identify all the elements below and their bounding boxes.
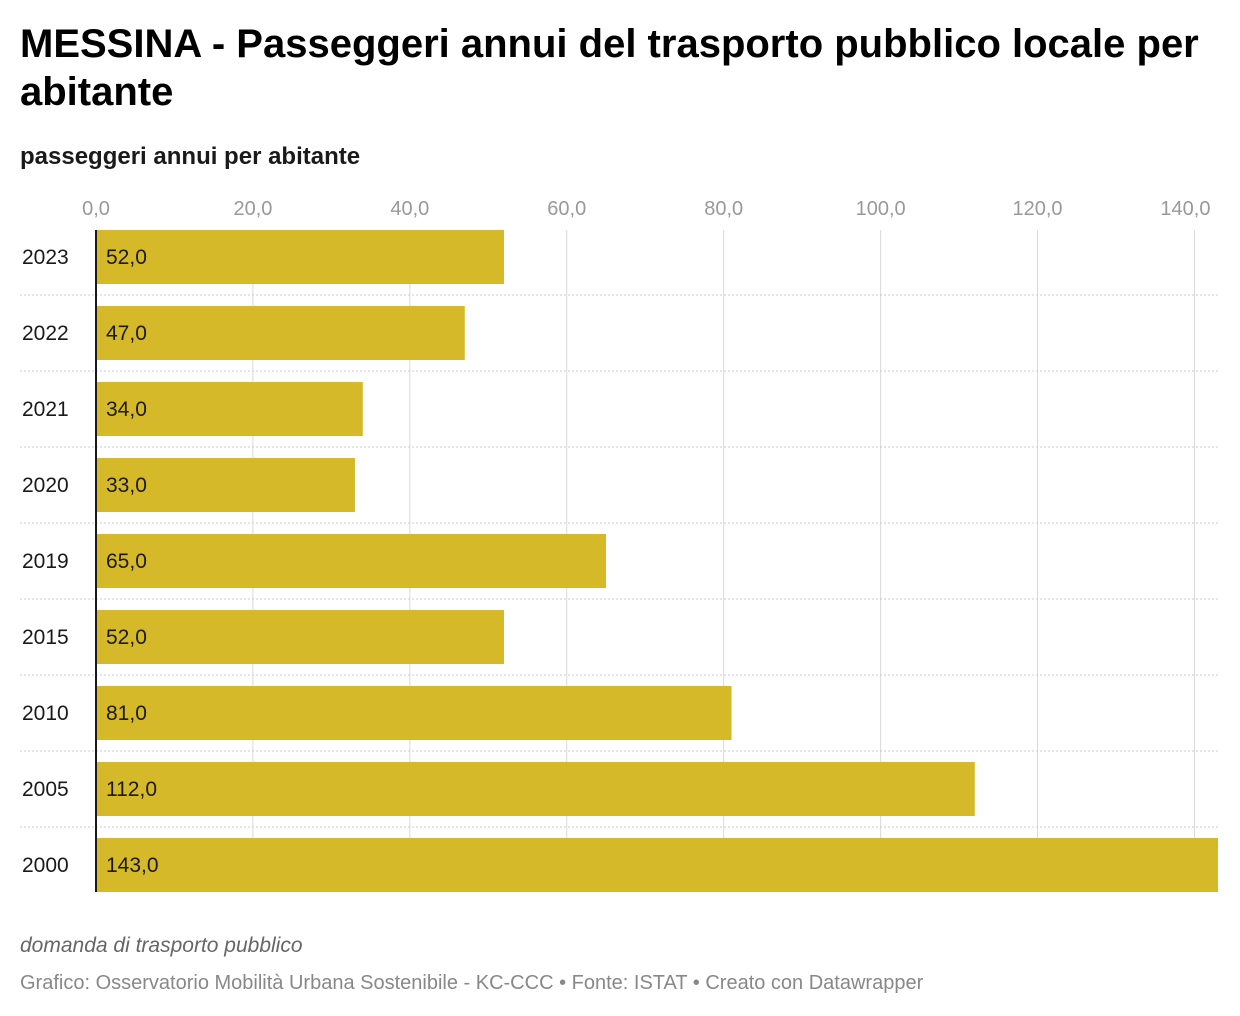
x-tick-label: 120,0 bbox=[1013, 198, 1063, 220]
bars bbox=[96, 230, 1218, 892]
category-label: 2000 bbox=[22, 854, 69, 877]
value-label: 47,0 bbox=[106, 322, 147, 345]
chart-footer: Grafico: Osservatorio Mobilità Urbana So… bbox=[20, 972, 924, 994]
chart-subtitle: passeggeri annui per abitante bbox=[20, 143, 361, 170]
chart-title: MESSINA - Passeggeri annui del trasporto… bbox=[20, 22, 1199, 114]
x-tick-label: 20,0 bbox=[233, 198, 272, 220]
x-axis-ticks: 0,0 20,0 40,0 60,0 80,0 100,0 120,0 140,0 bbox=[82, 198, 1210, 220]
category-label: 2019 bbox=[22, 550, 69, 573]
bar bbox=[96, 838, 1218, 892]
bar bbox=[96, 230, 504, 284]
value-labels: 52,0 47,0 34,0 33,0 65,0 52,0 81,0 112,0 143,0 bbox=[106, 246, 159, 877]
value-label: 34,0 bbox=[106, 398, 147, 421]
chart-notes: domanda di trasporto pubblico bbox=[20, 934, 303, 957]
bar bbox=[96, 382, 363, 436]
x-tick-label: 100,0 bbox=[856, 198, 906, 220]
value-label: 81,0 bbox=[106, 702, 147, 725]
bar bbox=[96, 686, 732, 740]
bar bbox=[96, 306, 465, 360]
bar bbox=[96, 762, 975, 816]
x-tick-label: 140,0 bbox=[1160, 198, 1210, 220]
value-label: 52,0 bbox=[106, 246, 147, 269]
category-label: 2020 bbox=[22, 474, 69, 497]
x-tick-label: 0,0 bbox=[82, 198, 110, 220]
category-labels: 2023 2022 2021 2020 2019 2015 2010 2005 2000 bbox=[22, 246, 69, 877]
bar bbox=[96, 534, 606, 588]
value-label: 143,0 bbox=[106, 854, 159, 877]
bar bbox=[96, 458, 355, 512]
value-label: 112,0 bbox=[106, 778, 157, 801]
category-label: 2022 bbox=[22, 322, 69, 345]
x-tick-label: 40,0 bbox=[390, 198, 429, 220]
value-label: 65,0 bbox=[106, 550, 147, 573]
category-label: 2021 bbox=[22, 398, 69, 421]
value-label: 52,0 bbox=[106, 626, 147, 649]
category-label: 2023 bbox=[22, 246, 69, 269]
category-label: 2015 bbox=[22, 626, 69, 649]
category-label: 2005 bbox=[22, 778, 69, 801]
category-label: 2010 bbox=[22, 702, 69, 725]
x-tick-label: 80,0 bbox=[704, 198, 743, 220]
value-label: 33,0 bbox=[106, 474, 147, 497]
bar bbox=[96, 610, 504, 664]
bar-chart: 0,0 20,0 40,0 60,0 80,0 100,0 120,0 140,0 20232… bbox=[20, 198, 1218, 892]
x-tick-label: 60,0 bbox=[547, 198, 586, 220]
